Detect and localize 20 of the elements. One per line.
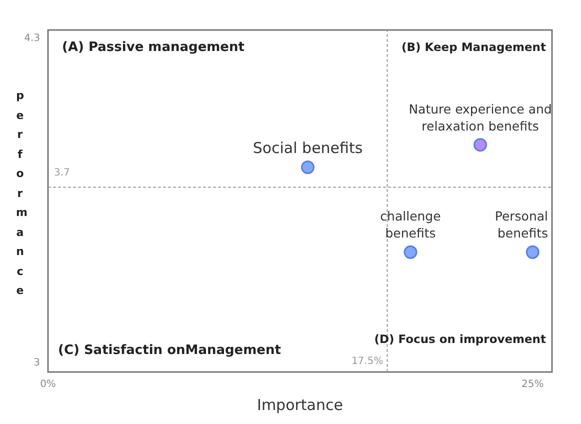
x-tick-label: 0% bbox=[40, 379, 56, 390]
point bbox=[404, 245, 418, 259]
annotation: (D) Focus on improvement bbox=[374, 332, 546, 346]
y-tick-label: 3 bbox=[34, 358, 40, 369]
series-label: Personal benefits bbox=[494, 208, 548, 241]
annotation: (A) Passive management bbox=[62, 40, 244, 55]
ref-line-label: 17.5% bbox=[351, 356, 384, 367]
x-tick-label: 25% bbox=[522, 379, 544, 390]
y-tick-label: 4.3 bbox=[24, 33, 40, 44]
point bbox=[526, 245, 540, 259]
ref-line-label: 3.7 bbox=[54, 167, 70, 178]
point bbox=[301, 160, 315, 174]
series-label: challenge benefits bbox=[380, 208, 442, 241]
text: performance bbox=[16, 89, 28, 297]
point bbox=[474, 138, 488, 152]
annotation: (C) Satisfactin onManagement bbox=[58, 343, 281, 358]
series-label: Social benefits bbox=[252, 138, 363, 157]
series-label: Nature experience and relaxation benefits bbox=[408, 101, 552, 134]
x-axis-title: Importance bbox=[257, 396, 343, 414]
annotation: (B) Keep Management bbox=[402, 40, 546, 54]
